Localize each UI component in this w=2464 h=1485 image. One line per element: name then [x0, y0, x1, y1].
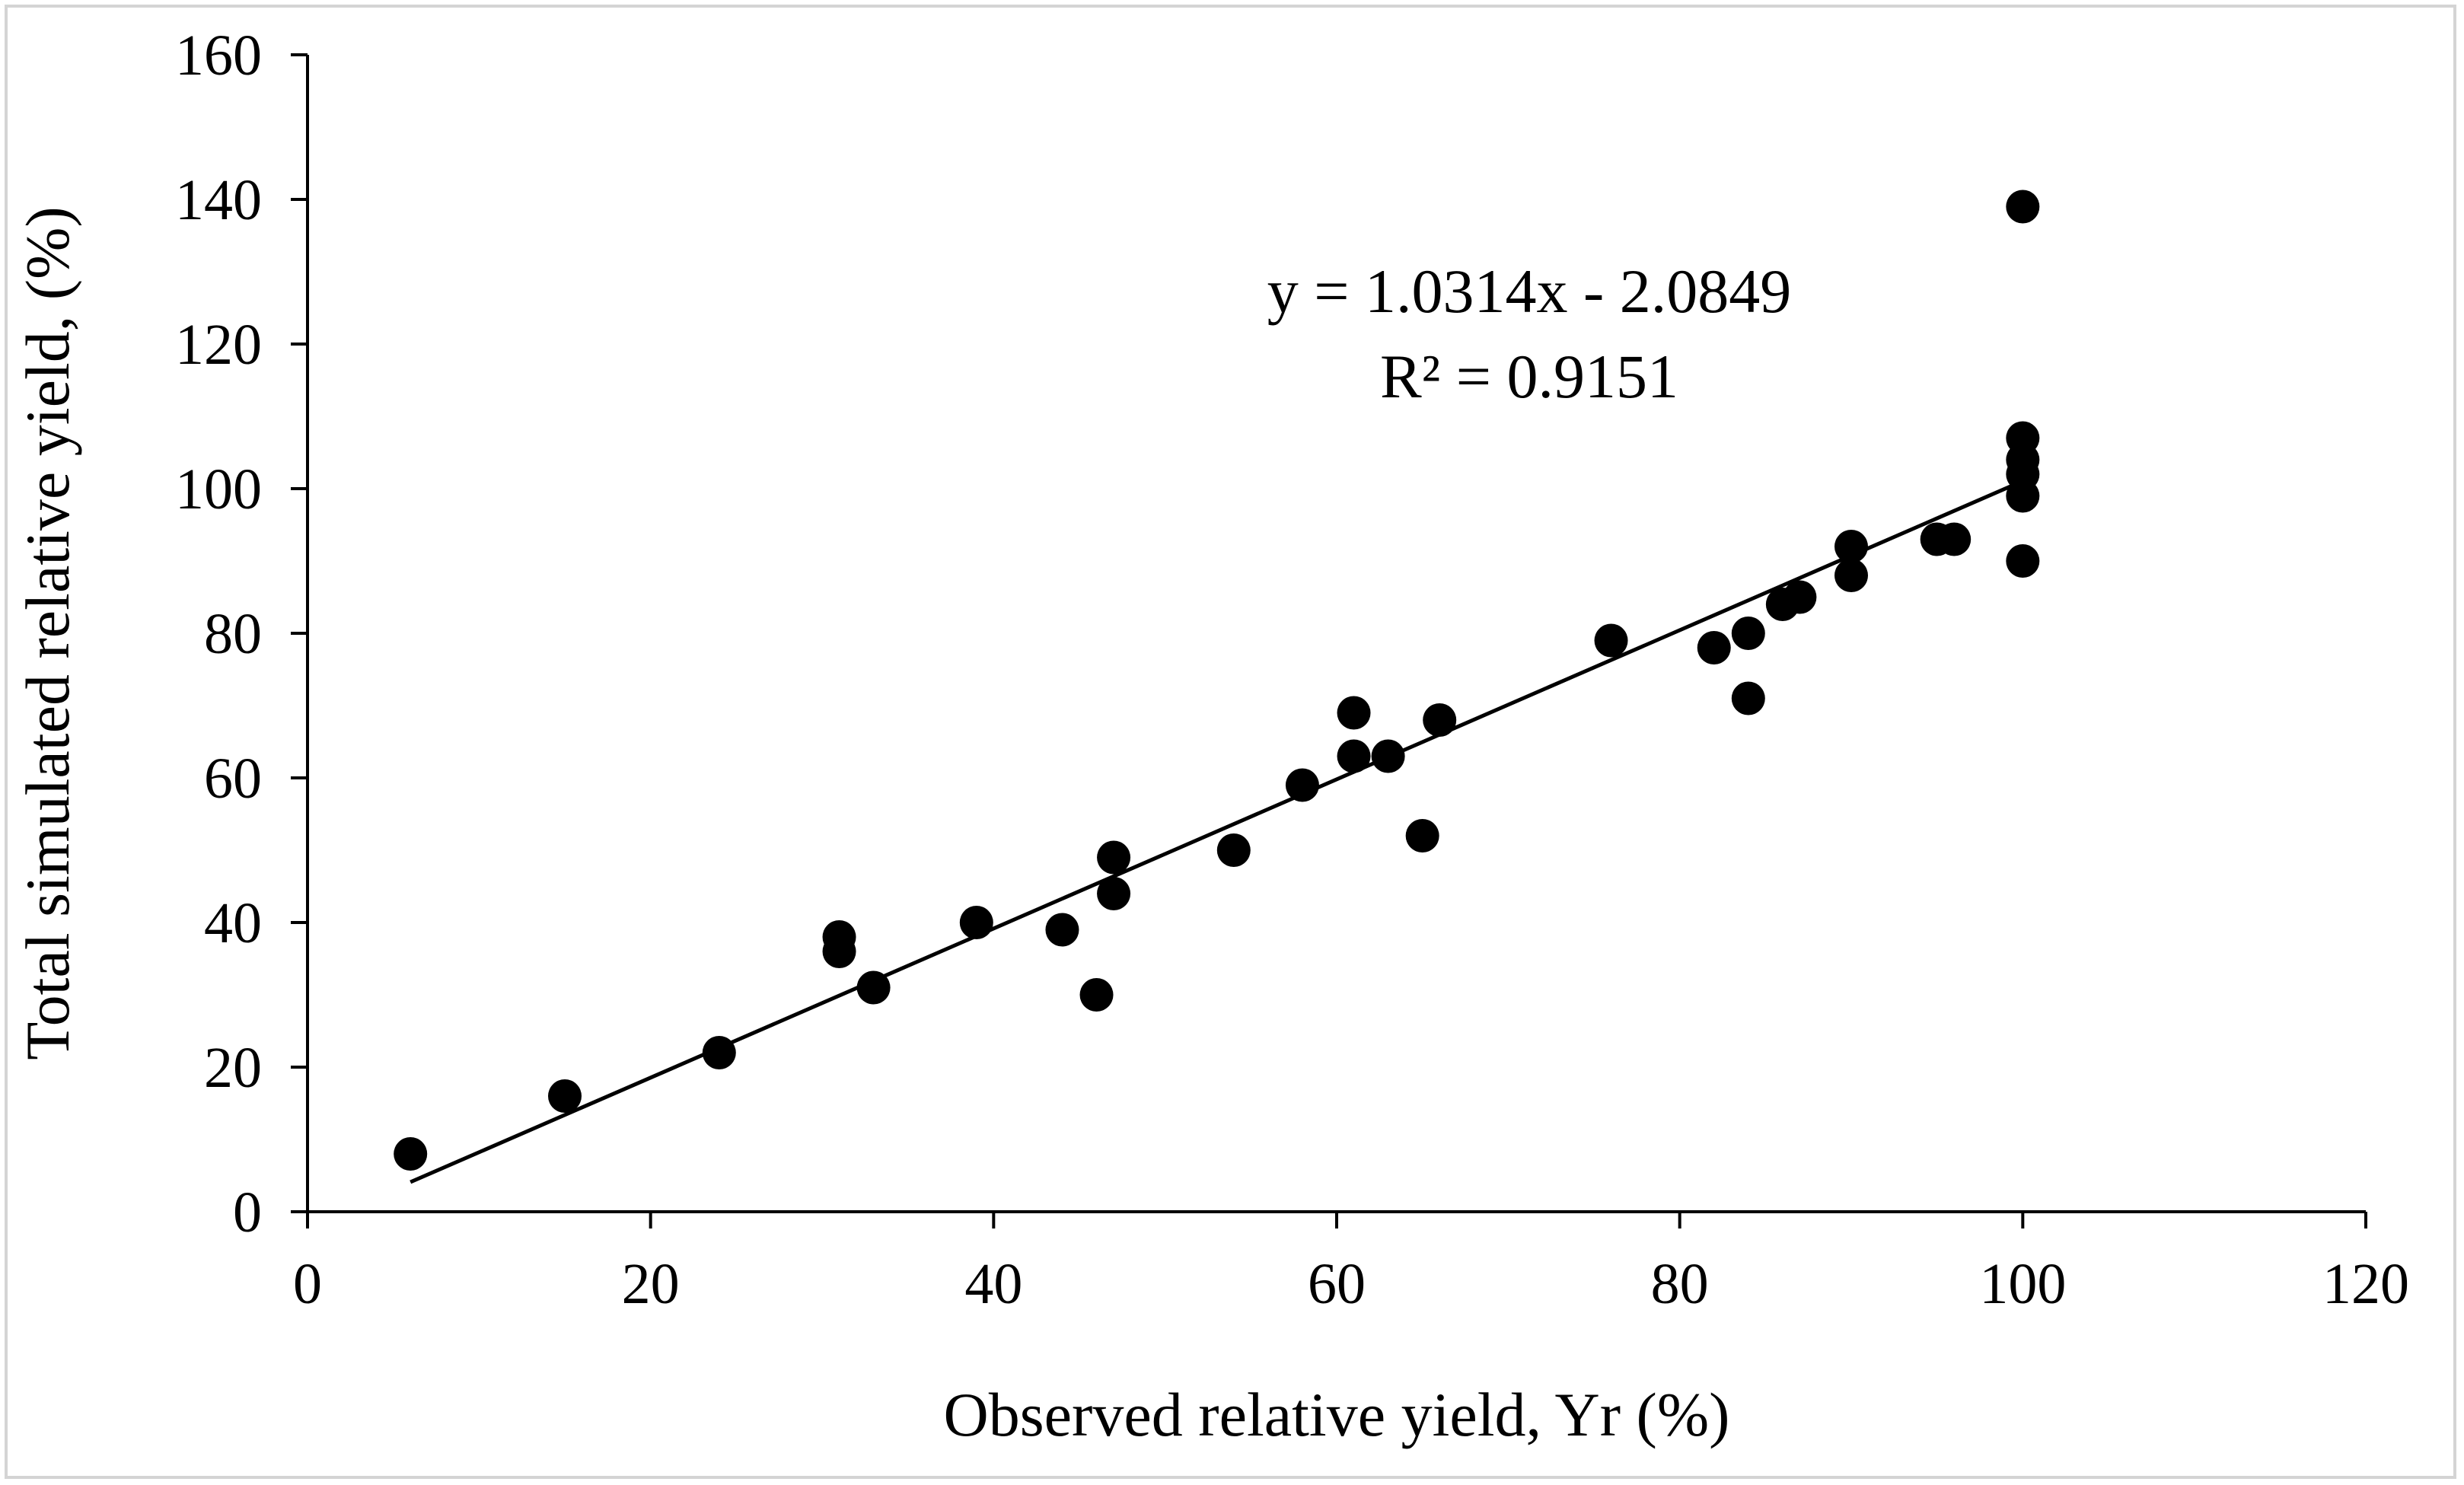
data-point: [1097, 877, 1131, 910]
axis-ticks: 0 20 40 60 80 100 120 140 160 0 20 40 60 80 100 120: [175, 24, 2409, 1316]
x-tick-label: 20: [622, 1252, 680, 1316]
data-point: [1337, 696, 1371, 730]
data-point: [1834, 530, 1868, 563]
trendline-equation: y = 1.0314x - 2.0849: [1267, 257, 1792, 326]
data-point: [822, 935, 856, 968]
data-point: [1405, 819, 1439, 852]
data-point: [1834, 559, 1868, 592]
data-point: [1285, 768, 1319, 802]
y-tick-label: 120: [175, 313, 262, 377]
data-point: [1371, 739, 1405, 773]
data-point: [1079, 978, 1114, 1012]
y-tick-label: 140: [175, 168, 262, 232]
trendline: [410, 479, 2024, 1184]
y-tick-label: 160: [175, 24, 262, 88]
y-tick-label: 60: [204, 747, 262, 811]
data-points: [394, 190, 2040, 1171]
data-point: [1783, 580, 1817, 614]
data-point: [2006, 544, 2040, 578]
data-point: [1337, 739, 1371, 773]
data-point: [1594, 623, 1628, 658]
x-tick-label: 0: [293, 1252, 322, 1316]
y-tick-label: 100: [175, 457, 262, 521]
y-tick-label: 0: [233, 1181, 262, 1244]
x-tick-label: 120: [2322, 1252, 2409, 1316]
trendline-group: [410, 479, 2024, 1184]
scatter-chart: 0 20 40 60 80 100 120 140 160 0 20 40 60 80 100 120 y =…: [13, 24, 2409, 1449]
x-tick-label: 100: [1979, 1252, 2066, 1316]
data-point: [959, 906, 993, 939]
data-point: [1731, 681, 1765, 715]
y-tick-label: 20: [204, 1036, 262, 1100]
x-tick-label: 60: [1308, 1252, 1366, 1316]
figure-frame: 0 20 40 60 80 100 120 140 160 0 20 40 60 80 100 120 y =…: [5, 5, 2456, 1479]
axes: [306, 55, 2366, 1213]
data-point: [1045, 913, 1079, 947]
y-axis-title: Total simulated relative yield, (%): [13, 206, 82, 1060]
y-tick-label: 80: [204, 602, 262, 666]
x-tick-label: 80: [1651, 1252, 1709, 1316]
data-point: [548, 1079, 582, 1113]
data-point: [702, 1036, 736, 1069]
data-point: [1216, 833, 1251, 867]
data-point: [1697, 631, 1731, 664]
data-point: [2006, 479, 2040, 513]
data-point: [394, 1137, 428, 1171]
data-point: [2006, 190, 2040, 224]
data-point: [856, 970, 891, 1005]
data-point: [1423, 703, 1457, 737]
x-tick-label: 40: [964, 1252, 1022, 1316]
x-axis-title: Observed relative yield, Yr (%): [944, 1380, 1730, 1449]
y-tick-label: 40: [204, 891, 262, 955]
data-point: [1731, 617, 1765, 650]
data-point: [1097, 840, 1131, 875]
r-squared-label: R² = 0.9151: [1380, 342, 1678, 411]
data-point: [1937, 522, 1972, 556]
